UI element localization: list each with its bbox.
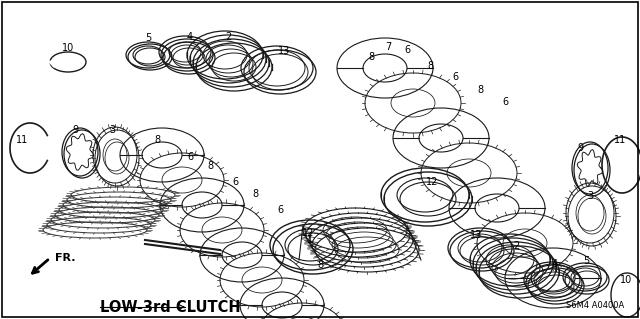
Text: 6: 6 (277, 205, 283, 215)
Text: 2: 2 (225, 32, 231, 42)
Text: 2: 2 (513, 241, 519, 251)
Text: 8: 8 (207, 161, 213, 171)
Text: 4: 4 (187, 32, 193, 42)
Text: 13: 13 (470, 230, 482, 240)
Text: 11: 11 (614, 135, 626, 145)
Text: 9: 9 (72, 125, 78, 135)
Text: 8: 8 (252, 189, 258, 199)
Text: 10: 10 (62, 43, 74, 53)
Text: 3: 3 (587, 191, 593, 201)
Text: 8: 8 (154, 135, 160, 145)
Text: S6M4 A0400A: S6M4 A0400A (566, 300, 624, 309)
Text: 13: 13 (278, 46, 290, 56)
Text: 8: 8 (317, 260, 323, 270)
Text: 1: 1 (307, 235, 313, 245)
Text: FR.: FR. (55, 253, 76, 263)
Text: 3: 3 (109, 125, 115, 135)
Text: 5: 5 (145, 33, 151, 43)
Text: 12: 12 (302, 228, 314, 238)
Text: 6: 6 (404, 45, 410, 55)
Text: 9: 9 (577, 143, 583, 153)
Text: 7: 7 (385, 42, 391, 52)
Text: 6: 6 (502, 97, 508, 107)
Text: 6: 6 (187, 152, 193, 162)
Text: 8: 8 (477, 85, 483, 95)
Text: 10: 10 (620, 275, 632, 285)
Text: LOW-3rd CLUTCH: LOW-3rd CLUTCH (100, 300, 241, 315)
Text: 5: 5 (583, 256, 589, 266)
Text: 6: 6 (232, 177, 238, 187)
Text: 8: 8 (368, 52, 374, 62)
Text: 8: 8 (427, 61, 433, 71)
Text: 11: 11 (16, 135, 28, 145)
Text: 12: 12 (426, 177, 438, 187)
Text: 4: 4 (552, 259, 558, 269)
Text: 6: 6 (452, 72, 458, 82)
